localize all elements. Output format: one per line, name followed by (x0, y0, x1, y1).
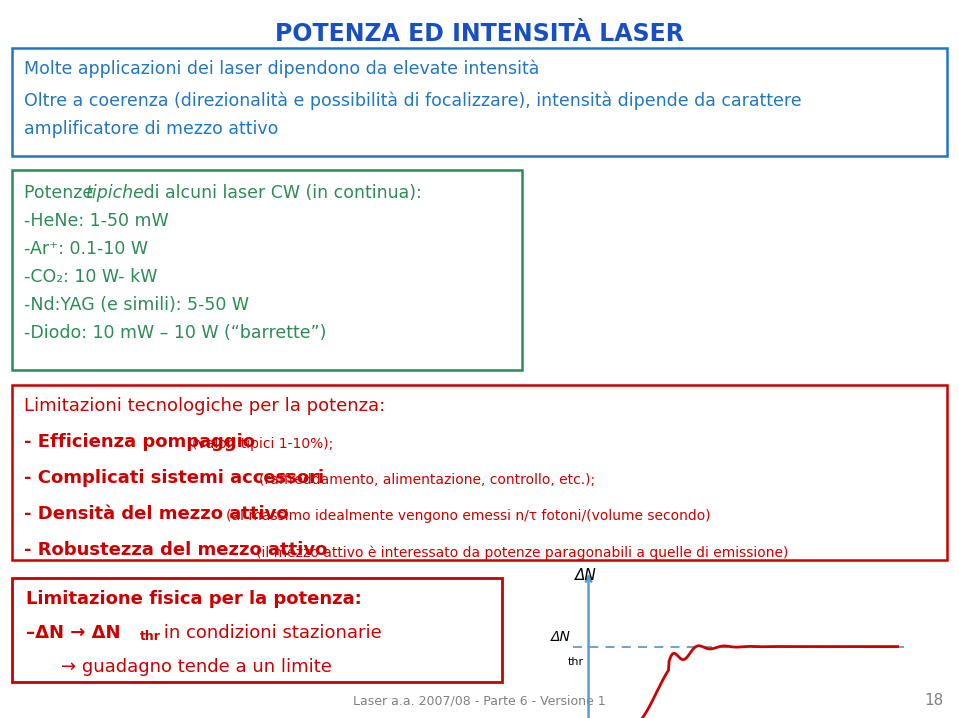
Bar (12, 170, 522, 370)
Bar (12, 578, 502, 682)
Text: 18: 18 (924, 693, 944, 708)
Text: - Robustezza del mezzo attivo: - Robustezza del mezzo attivo (24, 541, 334, 559)
Text: in condizioni stazionarie: in condizioni stazionarie (158, 624, 382, 642)
Text: - Efficienza pompaggio: - Efficienza pompaggio (24, 433, 261, 451)
Text: (il mezzo attivo è interessato da potenze paragonabili a quelle di emissione): (il mezzo attivo è interessato da potenz… (256, 545, 788, 559)
Text: Potenze: Potenze (24, 184, 99, 202)
Text: -Nd:YAG (e simili): 5-50 W: -Nd:YAG (e simili): 5-50 W (24, 296, 249, 314)
Text: Limitazione fisica per la potenza:: Limitazione fisica per la potenza: (26, 590, 362, 608)
Text: Oltre a coerenza (direzionalità e possibilità di focalizzare), intensità dipende: Oltre a coerenza (direzionalità e possib… (24, 92, 802, 111)
Text: → guadagno tende a un limite: → guadagno tende a un limite (61, 658, 332, 676)
Text: –ΔN → ΔN: –ΔN → ΔN (26, 624, 121, 642)
Text: Molte applicazioni dei laser dipendono da elevate intensità: Molte applicazioni dei laser dipendono d… (24, 60, 539, 78)
Text: - Densità del mezzo attivo: - Densità del mezzo attivo (24, 505, 294, 523)
Text: (al massimo idealmente vengono emessi n/τ fotoni/(volume secondo): (al massimo idealmente vengono emessi n/… (226, 509, 711, 523)
Text: di alcuni laser CW (in continua):: di alcuni laser CW (in continua): (138, 184, 422, 202)
Text: amplificatore di mezzo attivo: amplificatore di mezzo attivo (24, 120, 278, 138)
Text: -CO₂: 10 W- kW: -CO₂: 10 W- kW (24, 268, 157, 286)
Bar (12, 48, 947, 156)
Text: -Diodo: 10 mW – 10 W (“barrette”): -Diodo: 10 mW – 10 W (“barrette”) (24, 324, 326, 342)
Bar (12, 385, 947, 560)
Text: (raffreddamento, alimentazione, controllo, etc.);: (raffreddamento, alimentazione, controll… (259, 473, 596, 487)
Text: (valori tipici 1-10%);: (valori tipici 1-10%); (192, 437, 333, 451)
Text: ΔN: ΔN (575, 569, 596, 583)
Text: Laser a.a. 2007/08 - Parte 6 - Versione 1: Laser a.a. 2007/08 - Parte 6 - Versione … (353, 695, 606, 708)
Text: thr: thr (140, 630, 161, 643)
Text: Limitazioni tecnologiche per la potenza:: Limitazioni tecnologiche per la potenza: (24, 397, 386, 415)
Text: thr: thr (568, 657, 584, 666)
Text: -HeNe: 1-50 mW: -HeNe: 1-50 mW (24, 212, 169, 230)
Text: -Ar⁺: 0.1-10 W: -Ar⁺: 0.1-10 W (24, 240, 148, 258)
Text: tipiche: tipiche (86, 184, 145, 202)
Text: ΔN: ΔN (551, 630, 572, 644)
Text: - Complicati sistemi accessori: - Complicati sistemi accessori (24, 469, 330, 487)
Text: POTENZA ED INTENSITÀ LASER: POTENZA ED INTENSITÀ LASER (275, 22, 684, 46)
